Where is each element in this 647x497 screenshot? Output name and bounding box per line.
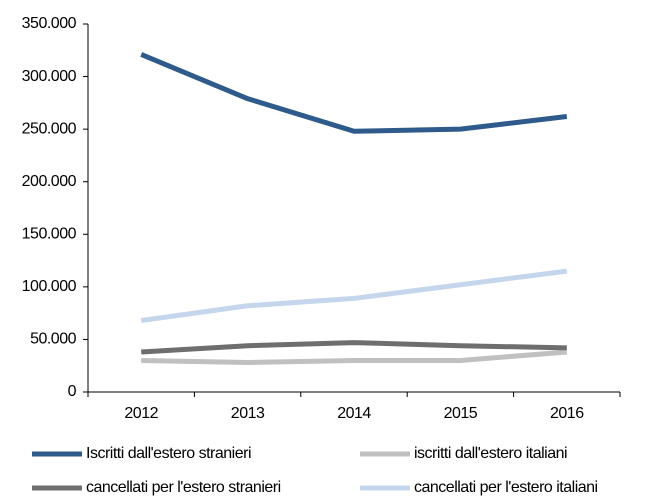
y-tick-label: 350.000	[22, 15, 77, 32]
y-tick-label: 250.000	[22, 120, 77, 137]
legend-label: cancellati per l'estero italiani	[414, 479, 598, 496]
x-tick-label: 2013	[231, 405, 265, 422]
x-tick-label: 2015	[444, 405, 478, 422]
line-series	[141, 349, 567, 366]
x-tick-label: 2016	[550, 405, 584, 422]
y-tick-label: 100.000	[22, 278, 77, 295]
y-tick-label: 50.000	[30, 331, 77, 348]
y-tick-label: 150.000	[22, 226, 77, 243]
line-series	[140, 268, 568, 323]
x-tick-label: 2014	[337, 405, 371, 422]
line-series	[140, 52, 568, 134]
y-tick-label: 200.000	[22, 173, 77, 190]
legend-label: cancellati per l'estero stranieri	[86, 479, 281, 496]
y-tick-label: 0	[68, 383, 77, 400]
line-series	[141, 340, 567, 355]
x-tick-label: 2012	[124, 405, 158, 422]
y-tick-label: 300.000	[22, 68, 77, 85]
legend-label: iscritti dall'estero italiani	[414, 445, 567, 462]
legend-label: Iscritti dall'estero stranieri	[86, 445, 251, 462]
